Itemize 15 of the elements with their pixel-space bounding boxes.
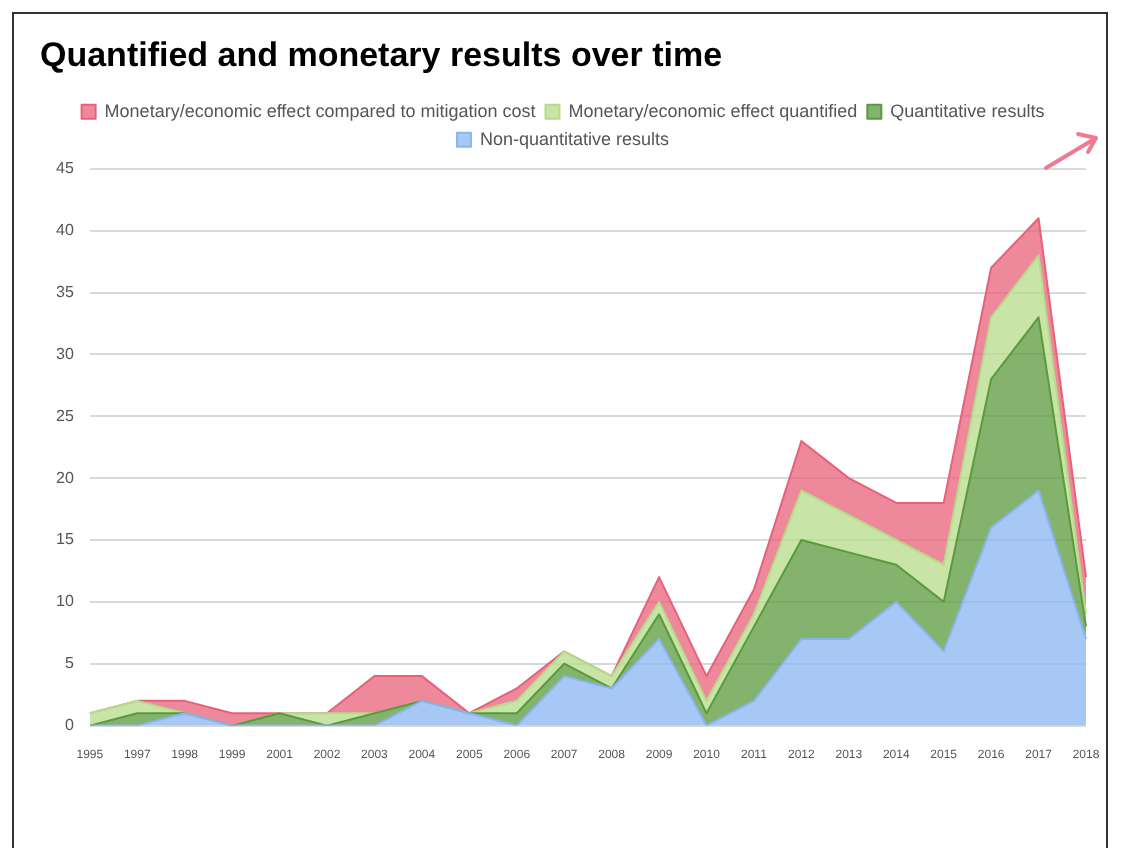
y-tick-label: 45	[55, 159, 75, 178]
y-tick-label: 10	[55, 592, 75, 611]
y-tick-label: 5	[64, 654, 75, 673]
y-tick-label: 25	[55, 406, 75, 425]
legend-label: Monetary/economic effect quantified	[568, 100, 858, 121]
chart-title: Quantified and monetary results over time	[40, 35, 723, 74]
legend-label: Non-quantitative results	[479, 128, 671, 149]
y-tick-label: 40	[55, 221, 75, 240]
y-tick-label: 0	[64, 716, 75, 735]
y-tick-label: 15	[55, 530, 75, 549]
y-tick-label: 30	[55, 344, 75, 363]
legend-label: Quantitative results	[890, 100, 1046, 121]
legend-label: Monetary/economic effect compared to mitigation cost	[104, 100, 537, 121]
y-tick-label: 20	[55, 468, 75, 487]
y-tick-label: 35	[55, 282, 75, 301]
